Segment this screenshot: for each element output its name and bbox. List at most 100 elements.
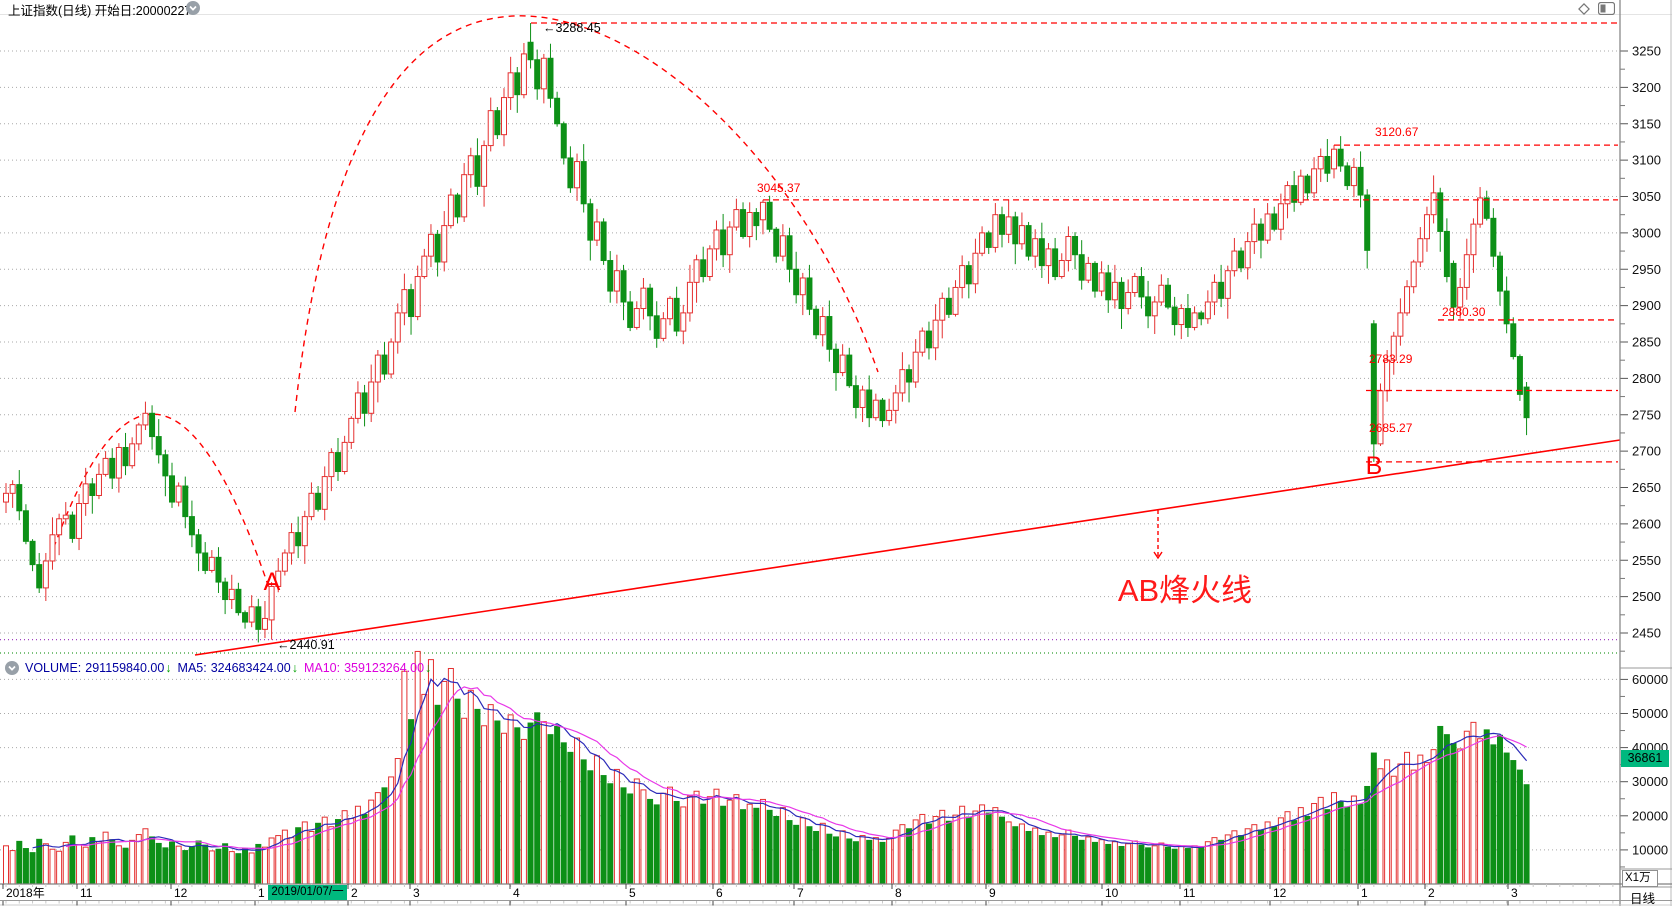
candle[interactable] (1111, 281, 1118, 301)
volume-bar[interactable] (474, 708, 481, 885)
volume-bar[interactable] (1085, 836, 1092, 885)
volume-bar[interactable] (1311, 803, 1318, 885)
time-axis-label[interactable]: 1 (258, 886, 265, 900)
candle[interactable] (447, 194, 454, 227)
volume-bar[interactable] (1218, 839, 1225, 885)
candle[interactable] (819, 316, 826, 336)
volume-bar[interactable] (1350, 795, 1357, 885)
candle[interactable] (361, 392, 368, 414)
volume-bar[interactable] (607, 783, 614, 885)
candle[interactable] (9, 484, 16, 494)
volume-bar[interactable] (1072, 835, 1079, 885)
candle[interactable] (560, 123, 567, 159)
volume-bar[interactable] (627, 793, 634, 885)
candle[interactable] (454, 194, 461, 218)
volume-bar[interactable] (1224, 834, 1231, 885)
time-axis-label[interactable]: 1 (1361, 886, 1368, 900)
candle[interactable] (1045, 248, 1052, 267)
volume-bar[interactable] (1264, 821, 1271, 885)
candle[interactable] (1078, 254, 1085, 281)
candle[interactable] (1025, 225, 1032, 257)
volume-bar[interactable] (388, 776, 395, 885)
volume-bar[interactable] (1065, 829, 1072, 885)
volume-bar[interactable] (95, 841, 102, 885)
volume-bar[interactable] (554, 725, 561, 885)
time-axis-label[interactable]: 8 (895, 886, 902, 900)
volume-bar[interactable] (992, 807, 999, 885)
volume-bar[interactable] (640, 789, 647, 885)
candle[interactable] (892, 392, 899, 411)
volume-bar[interactable] (706, 796, 713, 885)
candle[interactable] (1098, 272, 1105, 292)
volume-bar[interactable] (261, 846, 268, 885)
volume-bar[interactable] (9, 850, 16, 885)
volume-bar[interactable] (520, 738, 527, 885)
volume-bar[interactable] (1450, 743, 1457, 885)
volume-bar[interactable] (1344, 806, 1351, 885)
volume-bar[interactable] (779, 807, 786, 885)
volume-bar[interactable] (726, 799, 733, 885)
candle[interactable] (906, 369, 913, 383)
volume-bar[interactable] (1078, 839, 1085, 885)
volume-bar[interactable] (846, 838, 853, 885)
candle[interactable] (680, 312, 687, 332)
candle[interactable] (779, 235, 786, 257)
candle[interactable] (1516, 356, 1523, 395)
volume-bar[interactable] (29, 852, 36, 885)
candle[interactable] (1443, 230, 1450, 278)
candle[interactable] (886, 409, 893, 422)
volume-bar[interactable] (1025, 830, 1032, 885)
volume-bar[interactable] (427, 659, 434, 885)
candle[interactable] (474, 155, 481, 187)
volume-bar[interactable] (361, 813, 368, 885)
volume-bar[interactable] (1191, 845, 1198, 885)
candle[interactable] (3, 492, 9, 503)
candle[interactable] (1085, 262, 1092, 281)
candle[interactable] (414, 276, 421, 318)
candle[interactable] (1404, 286, 1411, 314)
candle[interactable] (640, 287, 647, 310)
candle[interactable] (255, 606, 262, 630)
volume-bar[interactable] (985, 812, 992, 885)
volume-bar[interactable] (1277, 817, 1284, 885)
volume-bar[interactable] (593, 755, 600, 885)
candle[interactable] (1417, 238, 1424, 263)
volume-bar[interactable] (1490, 744, 1497, 885)
candle[interactable] (1125, 292, 1132, 310)
volume-bar[interactable] (514, 727, 521, 885)
volume-bar[interactable] (142, 828, 149, 885)
candle[interactable] (235, 588, 242, 614)
volume-bar[interactable] (759, 798, 766, 885)
volume-bar[interactable] (215, 848, 222, 885)
candle[interactable] (487, 110, 494, 147)
volume-bar[interactable] (653, 804, 660, 885)
candle[interactable] (1477, 197, 1484, 225)
volume-bar[interactable] (1125, 843, 1132, 885)
candle[interactable] (992, 214, 999, 248)
chevron-down-icon[interactable] (5, 661, 19, 675)
volume-bar[interactable] (713, 788, 720, 885)
volume-bar[interactable] (806, 826, 813, 885)
candle[interactable] (315, 492, 322, 510)
volume-bar[interactable] (335, 819, 341, 885)
candle[interactable] (1018, 225, 1025, 245)
candle[interactable] (281, 552, 288, 572)
volume-bar[interactable] (633, 778, 640, 885)
volume-bar[interactable] (228, 851, 235, 885)
volume-pane-bars[interactable] (3, 650, 1530, 885)
volume-bar[interactable] (965, 816, 972, 885)
volume-bar[interactable] (567, 751, 574, 885)
candle[interactable] (155, 436, 162, 456)
volume-bar[interactable] (3, 845, 9, 885)
volume-bar[interactable] (188, 846, 195, 885)
candle[interactable] (1337, 148, 1344, 167)
volume-bar[interactable] (753, 807, 760, 885)
volume-bar[interactable] (321, 816, 328, 885)
volume-bar[interactable] (972, 810, 979, 885)
candle[interactable] (288, 532, 295, 554)
volume-bar[interactable] (799, 817, 806, 885)
candle[interactable] (1397, 312, 1404, 337)
candle[interactable] (1344, 165, 1351, 187)
candle[interactable] (1032, 238, 1039, 257)
candle[interactable] (49, 534, 56, 562)
